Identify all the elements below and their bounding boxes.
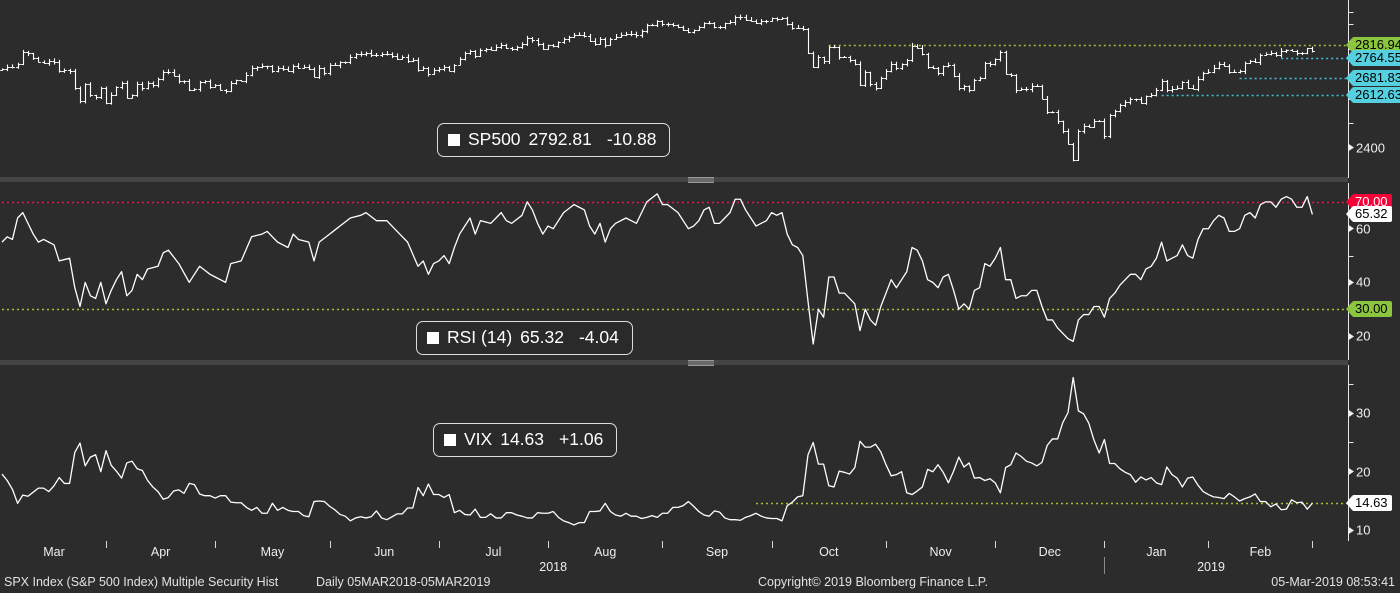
price-axis-flag: 2764.55 <box>1346 49 1400 66</box>
tick-arrow-icon <box>1348 467 1354 476</box>
panel-resize-handle[interactable] <box>688 177 714 183</box>
month-label: Oct <box>819 545 839 559</box>
series-value: 2792.81 <box>528 129 592 149</box>
tick-arrow-icon <box>1348 332 1354 340</box>
month-label: Jul <box>485 545 502 559</box>
year-separator <box>1104 557 1105 574</box>
timestamp: 05-Mar-2019 08:53:41 <box>1271 575 1395 589</box>
series-change: +1.06 <box>559 429 604 449</box>
price-legend[interactable]: SP500 2792.81 -10.88 <box>437 123 671 157</box>
month-label: Mar <box>43 545 65 559</box>
flag-pointer-icon <box>1346 207 1352 222</box>
month-label: May <box>260 545 285 559</box>
rsi-legend[interactable]: RSI (14) 65.32 -4.04 <box>416 321 633 355</box>
series-name: RSI (14) <box>447 327 513 347</box>
series-value: 65.32 <box>520 327 564 347</box>
series-name: VIX <box>464 429 493 449</box>
year-label: 2018 <box>539 560 568 574</box>
status-bar: SPX Index (S&P 500 Index) Multiple Secur… <box>0 574 1400 593</box>
series-name: SP500 <box>468 129 521 149</box>
month-label: Feb <box>1249 545 1272 559</box>
tick-arrow-icon <box>1348 526 1354 535</box>
tick-arrow-icon <box>1348 224 1354 233</box>
flag-pointer-icon <box>1346 37 1352 52</box>
month-label: Jun <box>374 545 395 559</box>
series-marker-icon <box>427 331 439 344</box>
security-description: SPX Index (S&P 500 Index) Multiple Secur… <box>4 575 279 589</box>
series-value: 14.63 <box>500 429 545 449</box>
year-label: 2019 <box>1197 560 1225 574</box>
vix-axis-label: 10 <box>1348 523 1370 538</box>
date-range: Daily 05MAR2018-05MAR2019 <box>316 575 491 589</box>
vix-axis-flag: 14.63 <box>1346 495 1392 512</box>
rsi-axis-label: 60 <box>1348 221 1370 236</box>
price-axis-flag: 2816.94 <box>1346 36 1400 53</box>
flag-pointer-icon <box>1346 71 1352 86</box>
tick-arrow-icon <box>1348 143 1354 152</box>
panel-resize-handle[interactable] <box>688 360 714 366</box>
price-axis-flag: 2681.83 <box>1346 70 1400 87</box>
month-label: Dec <box>1038 545 1061 559</box>
panel-separator <box>0 177 1348 183</box>
flag-pointer-icon <box>1346 496 1352 511</box>
price-axis-label: 2400 <box>1348 140 1385 155</box>
series-change: -10.88 <box>606 129 657 149</box>
series-marker-icon <box>444 433 456 446</box>
month-label: Sep <box>705 545 729 559</box>
vix-axis-label: 20 <box>1348 464 1370 479</box>
flag-pointer-icon <box>1346 50 1352 65</box>
month-label: Apr <box>150 545 171 559</box>
vix-legend[interactable]: VIX 14.63 +1.06 <box>433 423 618 457</box>
flag-pointer-icon <box>1346 302 1352 317</box>
vix-axis-label: 30 <box>1348 406 1370 421</box>
rsi-axis-label: 40 <box>1348 275 1370 290</box>
flag-pointer-icon <box>1346 194 1352 209</box>
copyright-text: Copyright© 2019 Bloomberg Finance L.P. <box>758 575 988 589</box>
rsi-axis-flag: 65.32 <box>1346 206 1392 223</box>
month-label: Jan <box>1146 545 1167 559</box>
panel-separator <box>0 360 1348 366</box>
month-label: Nov <box>929 545 952 559</box>
series-change: -4.04 <box>578 327 619 347</box>
price-axis-flag: 2612.63 <box>1346 87 1400 104</box>
flag-pointer-icon <box>1346 88 1352 103</box>
tick-arrow-icon <box>1348 278 1354 287</box>
rsi-axis-label: 20 <box>1348 329 1370 344</box>
rsi-axis-flag: 70.00 <box>1346 193 1392 210</box>
month-label: Aug <box>594 545 617 559</box>
rsi-axis-flag: 30.00 <box>1346 301 1392 318</box>
series-marker-icon <box>448 133 460 146</box>
tick-arrow-icon <box>1348 409 1354 418</box>
